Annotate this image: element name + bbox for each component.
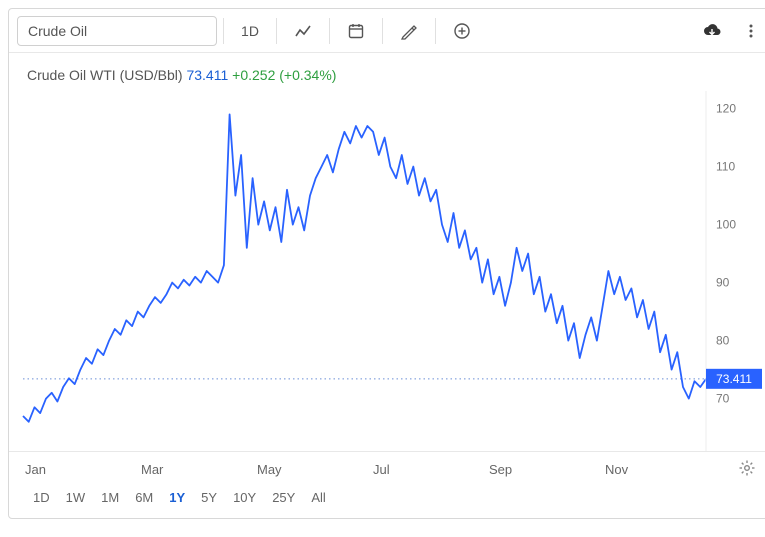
chart-change-pct: (+0.34%) [279,67,336,83]
range-option[interactable]: 5Y [193,487,225,508]
range-option[interactable]: All [303,487,333,508]
plot[interactable]: 70 80 90 100 110 120 73.411 [9,91,765,451]
divider [276,18,277,44]
range-option[interactable]: 25Y [264,487,303,508]
range-option[interactable]: 1W [58,487,94,508]
range-option[interactable]: 1M [93,487,127,508]
divider [329,18,330,44]
svg-text:120: 120 [716,102,736,116]
svg-text:100: 100 [716,218,736,232]
svg-text:73.411: 73.411 [716,372,752,386]
divider [223,18,224,44]
chart-title: Crude Oil WTI (USD/Bbl) [27,67,183,83]
chart-type-icon[interactable] [283,15,323,47]
chart-price: 73.411 [186,67,228,83]
symbol-input[interactable] [17,16,217,46]
cloud-download-icon[interactable] [692,15,732,47]
x-axis-label: Mar [141,462,257,477]
chart-area: Crude Oil WTI (USD/Bbl) 73.411 +0.252 (+… [9,53,765,451]
x-axis-label: Jan [25,462,141,477]
x-axis-label: Sep [489,462,605,477]
chart-footer: JanMarMayJulSepNov 1D1W1M6M1Y5Y10Y25YAll [9,451,765,518]
svg-text:110: 110 [716,160,735,174]
x-axis-labels: JanMarMayJulSepNov [25,462,756,477]
chart-meta: Crude Oil WTI (USD/Bbl) 73.411 +0.252 (+… [9,67,765,91]
gear-icon[interactable] [738,459,756,482]
range-option[interactable]: 6M [127,487,161,508]
toolbar: 1D [9,9,765,53]
x-axis-label: Jul [373,462,489,477]
svg-text:90: 90 [716,276,730,290]
draw-icon[interactable] [389,15,429,47]
range-selector: 1D1W1M6M1Y5Y10Y25YAll [25,487,756,508]
add-icon[interactable] [442,15,482,47]
more-icon[interactable] [738,15,764,47]
period-button[interactable]: 1D [230,15,270,47]
calendar-icon[interactable] [336,15,376,47]
x-axis-label: Nov [605,462,721,477]
svg-text:80: 80 [716,334,730,348]
svg-text:70: 70 [716,392,730,406]
x-axis-label: May [257,462,373,477]
range-option[interactable]: 1D [25,487,58,508]
divider [382,18,383,44]
divider [435,18,436,44]
range-option[interactable]: 10Y [225,487,264,508]
range-option[interactable]: 1Y [161,487,193,508]
chart-change-abs: +0.252 [232,67,275,83]
chart-widget: 1D Crude Oil WTI (USD/Bbl) 73.411 +0.252 [8,8,765,519]
